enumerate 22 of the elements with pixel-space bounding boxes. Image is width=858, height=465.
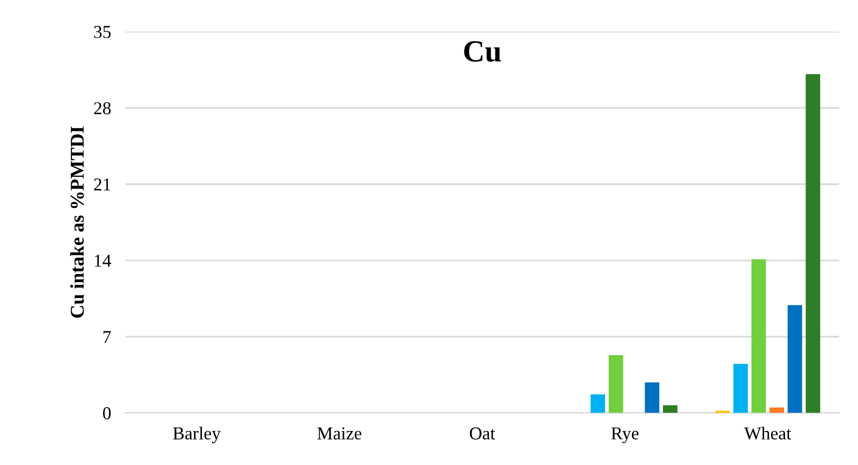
bar bbox=[608, 355, 624, 413]
y-tick-label: 7 bbox=[104, 331, 111, 343]
y-tick-label: 0 bbox=[103, 407, 111, 420]
y-tick-label: 28 bbox=[94, 102, 111, 114]
x-tick-label: Barley bbox=[173, 426, 221, 444]
y-tick-label: 21 bbox=[94, 178, 110, 190]
x-tick-label: Rye bbox=[611, 427, 639, 444]
x-tick-label: Oat bbox=[470, 427, 496, 440]
bar bbox=[751, 259, 766, 413]
x-tick-label: Wheat bbox=[744, 426, 792, 440]
x-tick-label: Maize bbox=[317, 427, 362, 440]
bar bbox=[770, 407, 784, 413]
chart-title: Cu bbox=[464, 41, 501, 62]
bar bbox=[806, 74, 820, 413]
y-tick-label: 14 bbox=[94, 254, 112, 267]
y-axis-title: Cu intake as %PMTDI bbox=[70, 126, 84, 318]
y-tick-label: 35 bbox=[94, 26, 111, 38]
bar bbox=[733, 364, 748, 413]
bar bbox=[644, 382, 660, 413]
bar bbox=[788, 305, 802, 413]
bar bbox=[590, 394, 606, 413]
bar bbox=[662, 405, 678, 413]
